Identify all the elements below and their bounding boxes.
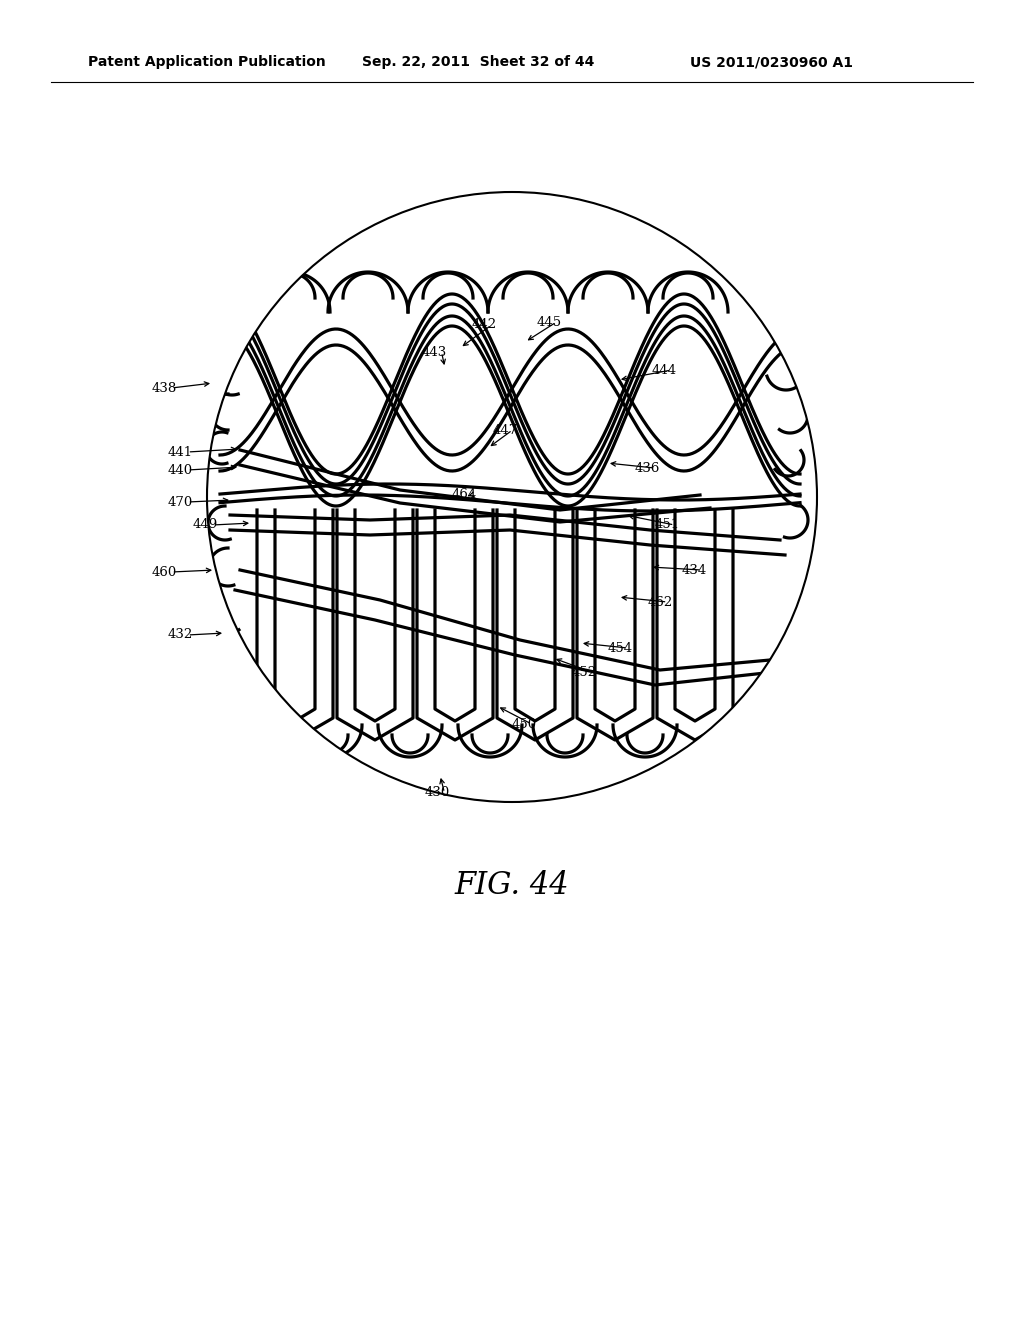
Text: US 2011/0230960 A1: US 2011/0230960 A1 [690, 55, 853, 69]
Text: Sep. 22, 2011  Sheet 32 of 44: Sep. 22, 2011 Sheet 32 of 44 [362, 55, 594, 69]
Text: 442: 442 [472, 318, 497, 331]
Text: 440: 440 [168, 463, 194, 477]
Text: 454: 454 [608, 642, 633, 655]
Text: 438: 438 [152, 381, 177, 395]
Text: 436: 436 [635, 462, 660, 474]
Text: Patent Application Publication: Patent Application Publication [88, 55, 326, 69]
Text: FIG. 44: FIG. 44 [455, 870, 569, 902]
Text: 450: 450 [512, 718, 538, 730]
Text: 444: 444 [652, 363, 677, 376]
Text: 470: 470 [168, 495, 194, 508]
Text: 462: 462 [648, 595, 673, 609]
Text: 441: 441 [168, 446, 194, 458]
Text: 443: 443 [422, 346, 447, 359]
Text: 460: 460 [152, 565, 177, 578]
Text: 449: 449 [193, 519, 218, 532]
Text: 451: 451 [655, 519, 680, 532]
Text: 434: 434 [682, 564, 708, 577]
Text: 432: 432 [168, 628, 194, 642]
Text: 430: 430 [425, 787, 451, 800]
Text: 452: 452 [572, 665, 597, 678]
Text: 464: 464 [452, 488, 477, 502]
Text: 447: 447 [493, 424, 518, 437]
Text: 445: 445 [537, 315, 562, 329]
